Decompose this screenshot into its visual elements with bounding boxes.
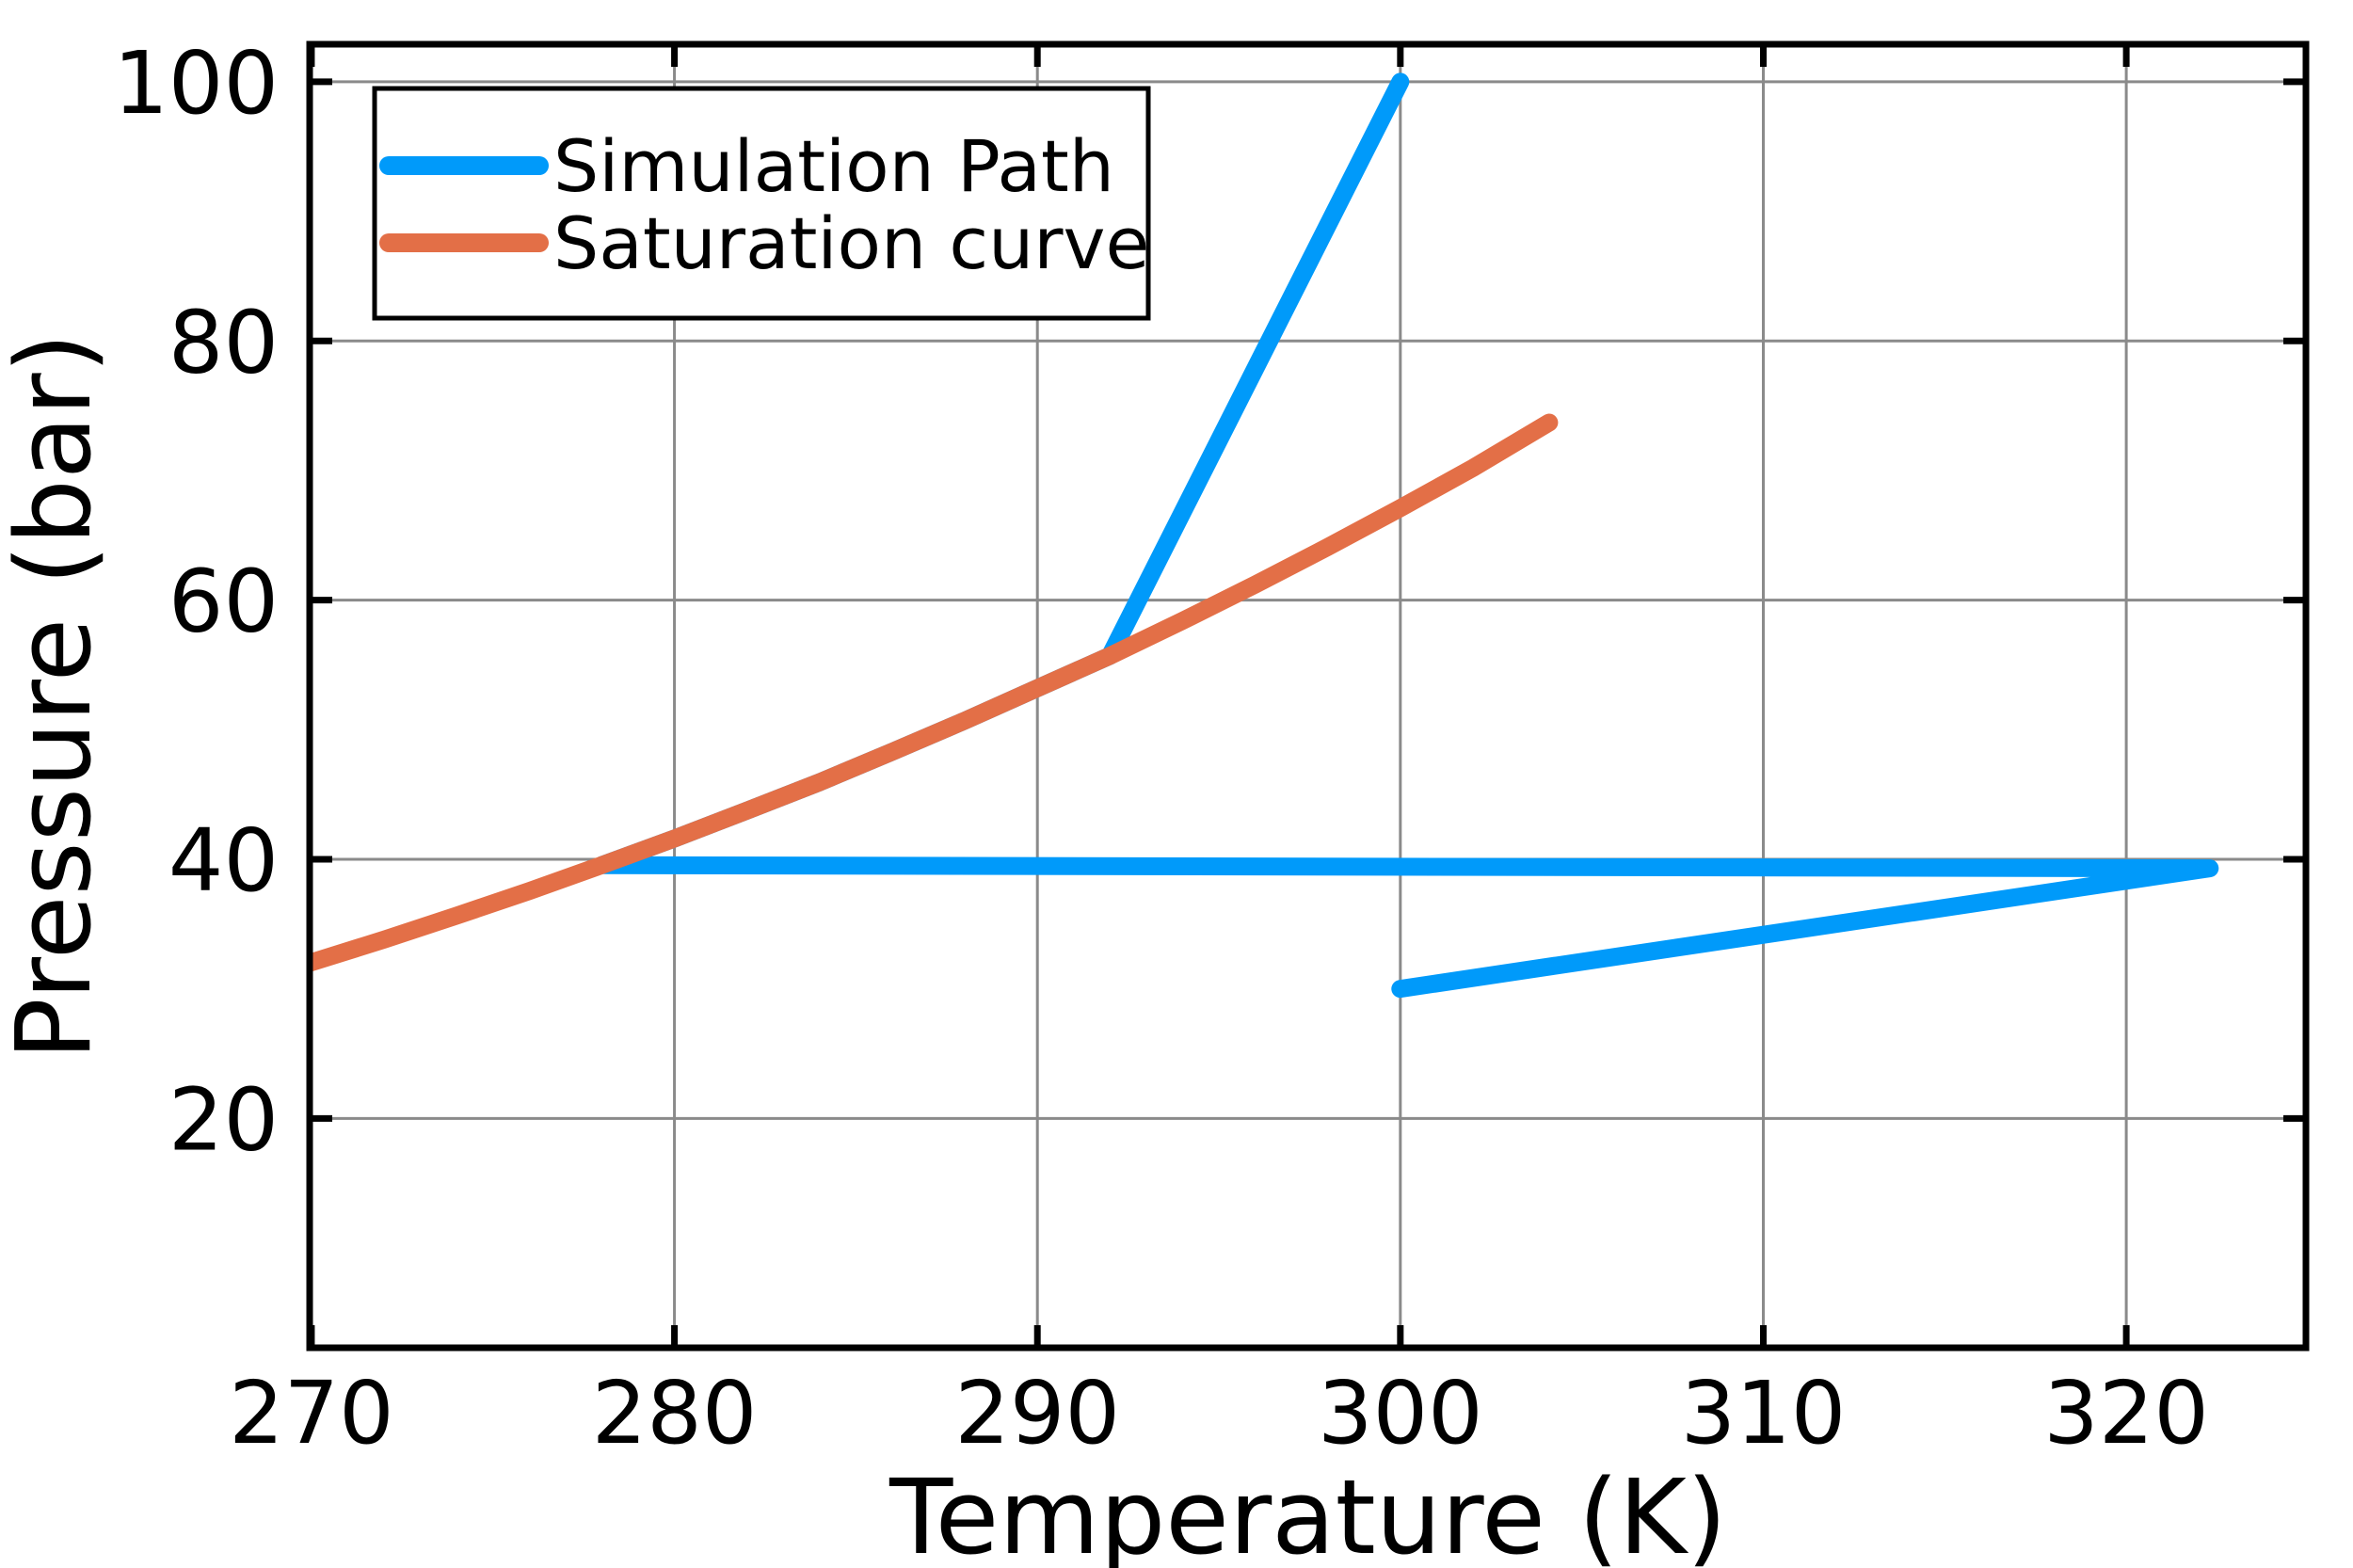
y-tick-label-60: 60 (168, 552, 279, 652)
legend-label-simulation-path: Simulation Path (553, 124, 1114, 208)
y-tick-label-20: 20 (168, 1069, 279, 1170)
y-tick-labels: 20 40 60 80 100 (113, 33, 279, 1170)
plot-frame (306, 40, 2310, 1352)
plot-border (306, 40, 2310, 1352)
y-axis-label: Pressure (bar) (0, 333, 114, 1061)
y-tick-label-80: 80 (168, 292, 279, 392)
legend-box (372, 86, 1151, 321)
x-tick-label-320: 320 (2043, 1363, 2209, 1464)
axis-ticks (308, 44, 2306, 1348)
x-axis-label: Temperature (K) (888, 1457, 1727, 1568)
legend-label-saturation-curve: Saturation curve (553, 201, 1149, 285)
y-tick-label-100: 100 (113, 33, 279, 134)
series-saturation-curve (310, 413, 1559, 972)
y-tick-label-40: 40 (168, 810, 279, 911)
x-tick-labels: 270 280 290 300 310 320 (229, 1363, 2209, 1464)
x-tick-label-310: 310 (1681, 1363, 1847, 1464)
series (310, 72, 2219, 999)
x-tick-label-270: 270 (229, 1363, 394, 1464)
x-tick-label-280: 280 (592, 1363, 758, 1464)
x-tick-label-300: 300 (1318, 1363, 1483, 1464)
x-tick-label-290: 290 (954, 1363, 1120, 1464)
